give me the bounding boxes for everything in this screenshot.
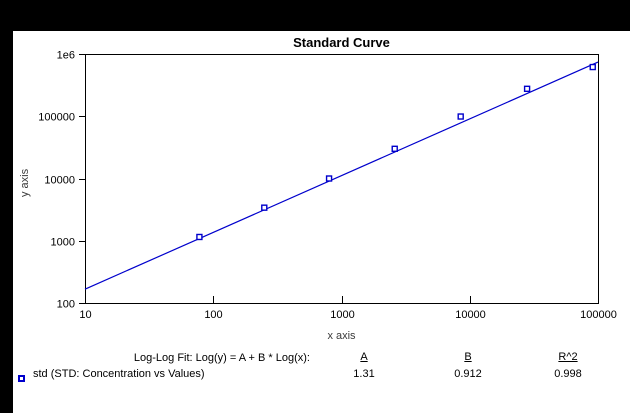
legend-label: std (STD: Concentration vs Values)	[33, 368, 205, 380]
fit-col-r2-header-text: R^2	[558, 351, 578, 363]
plot-frame	[85, 54, 599, 304]
fit-r2-value: 0.998	[554, 368, 582, 380]
data-point	[391, 145, 398, 152]
data-point	[261, 204, 268, 211]
y-tick-label: 1e6	[57, 50, 75, 62]
plot-area: 100 1000 10000 100000 1e6 10 100 1000 10000 10000…	[38, 50, 617, 322]
x-tick-label: 10000	[455, 309, 486, 321]
y-axis-label: y axis	[19, 168, 31, 197]
fit-col-a-header: A	[344, 351, 384, 363]
y-tick-label: 1000	[51, 237, 75, 249]
fit-col-a-header-text: A	[360, 351, 368, 363]
x-axis-label: x axis	[327, 330, 356, 342]
x-tick-label: 1000	[330, 309, 354, 321]
x-tick-label: 100000	[580, 309, 617, 321]
chart-title: Standard Curve	[293, 35, 390, 50]
data-point	[523, 85, 531, 93]
y-tick-label: 10000	[44, 175, 75, 187]
x-tick-label: 100	[204, 309, 222, 321]
fit-col-r2-header: R^2	[548, 351, 588, 363]
data-point	[457, 113, 464, 120]
fit-line	[84, 61, 599, 290]
data-point	[196, 233, 203, 241]
x-tick-label: 10	[79, 309, 91, 321]
chart-panel: Standard Curve 100 1000 10000 100000 1e6 10 10…	[13, 31, 630, 413]
legend-marker-icon	[18, 375, 25, 382]
fit-a-value: 1.31	[353, 368, 375, 380]
y-tick-label: 100	[57, 299, 75, 311]
y-tick-label: 100000	[38, 112, 75, 124]
data-point	[589, 63, 596, 71]
fit-col-b-header: B	[448, 351, 488, 363]
fit-equation-label: Log-Log Fit: Log(y) = A + B * Log(x):	[133, 352, 310, 364]
data-point	[325, 175, 333, 182]
fit-b-value: 0.912	[454, 368, 482, 380]
fit-col-b-header-text: B	[464, 351, 472, 363]
